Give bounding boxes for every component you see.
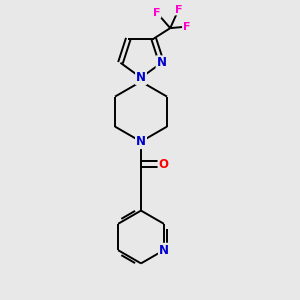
Text: F: F [183, 22, 190, 32]
Text: N: N [136, 135, 146, 148]
Text: N: N [136, 135, 146, 148]
Text: N: N [157, 56, 166, 69]
Text: N: N [159, 244, 169, 257]
Text: N: N [136, 71, 146, 84]
Text: O: O [158, 158, 169, 171]
Text: F: F [175, 4, 182, 14]
Text: F: F [153, 8, 160, 17]
